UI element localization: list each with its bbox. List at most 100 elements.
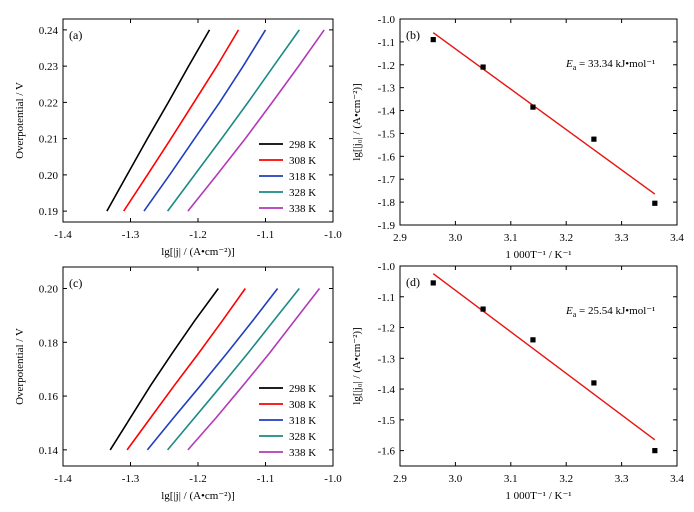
data-point <box>480 64 486 70</box>
legend-label: 318 K <box>289 171 316 183</box>
y-tick-label: -1.3 <box>378 353 396 365</box>
series-line-328K <box>166 29 300 212</box>
panel-label: (b) <box>406 28 420 42</box>
panel-label: (d) <box>406 275 420 289</box>
y-tick-label: 0.23 <box>39 61 59 73</box>
y-axis-title: lg[|j₀| / (A•cm⁻²)] <box>351 83 363 160</box>
y-tick-label: -1.5 <box>378 128 396 140</box>
chart-panel-c: -1.4 -1.3 -1.2 -1.1 -1.0 0.14 0.16 0.18 0.20 lg[|… <box>14 266 342 502</box>
y-tick-label: -1.6 <box>378 446 396 458</box>
y-tick-label: -1.2 <box>378 323 395 335</box>
y-tick-label: -1.7 <box>378 174 396 186</box>
x-tick-label: -1.2 <box>189 473 206 485</box>
x-tick-label: -1.3 <box>122 229 140 241</box>
y-axis-title: Overpotential / V <box>14 328 26 405</box>
series-line-298K <box>109 288 219 451</box>
data-point <box>652 200 658 206</box>
y-tick-label: -1.5 <box>378 415 396 427</box>
series-line-308K <box>123 29 240 212</box>
y-axis-title: lg[|j₀| / (A•cm⁻²)] <box>351 327 363 404</box>
data-point <box>530 337 536 343</box>
series-line-318K <box>143 29 267 212</box>
series-line-338K <box>187 288 321 451</box>
legend-label: 308 K <box>289 399 316 411</box>
y-tick-label: 0.14 <box>39 445 59 457</box>
panel-label: (c) <box>69 276 82 290</box>
x-tick-label: 3.1 <box>504 473 518 485</box>
x-tick-label: 3.2 <box>559 232 573 244</box>
x-tick-label: -1.1 <box>257 473 274 485</box>
x-tick-label: 3.3 <box>615 473 629 485</box>
x-tick-label: 3.1 <box>504 232 518 244</box>
y-tick-label: -1.2 <box>378 60 395 72</box>
legend-label: 338 K <box>289 203 316 215</box>
data-point <box>430 37 436 43</box>
data-point <box>530 104 536 110</box>
y-tick-label: -1.4 <box>378 384 396 396</box>
y-tick-label: -1.0 <box>378 14 396 26</box>
x-tick-label: 3.3 <box>615 232 629 244</box>
x-tick-label: -1.2 <box>189 229 206 241</box>
x-tick-label: -1.0 <box>324 229 342 241</box>
x-tick-label: 3.2 <box>559 473 573 485</box>
y-tick-label: 0.24 <box>39 25 59 37</box>
y-tick-label: -1.9 <box>378 220 396 232</box>
x-tick-label: -1.3 <box>122 473 140 485</box>
data-point <box>430 280 436 286</box>
y-axis-title: Overpotential / V <box>14 82 26 159</box>
x-tick-label: 2.9 <box>393 473 407 485</box>
series-line-308K <box>126 288 246 451</box>
activation-energy-label: Ea = 25.54 kJ•mol⁻¹ <box>565 305 655 319</box>
y-tick-label: 0.19 <box>39 206 59 218</box>
y-tick-label: -1.0 <box>378 261 396 273</box>
chart-panel-d: 2.9 3.0 3.1 3.2 3.3 3.4 -1.6 -1.5 -1.4 -1.3 -1.2 -1… <box>351 261 684 502</box>
activation-energy-label: Ea = 33.34 kJ•mol⁻¹ <box>565 58 655 72</box>
data-point <box>480 306 486 312</box>
data-point <box>652 448 658 454</box>
y-tick-label: 0.18 <box>39 337 59 349</box>
plot-frame <box>399 18 678 226</box>
legend-label: 328 K <box>289 431 316 443</box>
y-tick-label: 0.20 <box>39 170 59 182</box>
y-tick-label: -1.1 <box>378 37 395 49</box>
x-axis-title: lg[|j| / (A•cm⁻²)] <box>161 490 235 502</box>
chart-panel-b: 2.9 3.0 3.1 3.2 3.3 3.4 -1.9 -1.8 -1.7 -1.6 -1.5 -1… <box>351 14 684 261</box>
x-tick-label: -1.1 <box>257 229 274 241</box>
y-tick-label: -1.4 <box>378 106 396 118</box>
legend-label: 318 K <box>289 415 316 427</box>
x-tick-label: 3.0 <box>449 473 463 485</box>
series-line-328K <box>166 288 300 451</box>
y-tick-label: 0.16 <box>39 391 59 403</box>
x-tick-label: -1.0 <box>324 473 342 485</box>
data-point <box>591 380 597 386</box>
legend-label: 328 K <box>289 187 316 199</box>
x-tick-label: -1.4 <box>54 473 72 485</box>
x-tick-label: -1.4 <box>54 229 72 241</box>
x-tick-label: 2.9 <box>393 232 407 244</box>
x-tick-label: 3.0 <box>449 232 463 244</box>
x-tick-label: 3.4 <box>670 232 684 244</box>
y-tick-label: 0.20 <box>39 284 59 296</box>
series-line-298K <box>106 29 211 212</box>
y-tick-label: 0.22 <box>39 97 58 109</box>
legend-label: 338 K <box>289 447 316 459</box>
series-line-318K <box>146 288 279 451</box>
y-tick-label: -1.6 <box>378 151 396 163</box>
series-line-338K <box>187 29 325 212</box>
y-tick-label: -1.1 <box>378 292 395 304</box>
x-axis-title: lg[|j| / (A•cm⁻²)] <box>161 246 235 258</box>
plot-frame <box>399 265 678 467</box>
legend-label: 308 K <box>289 155 316 167</box>
y-tick-label: -1.3 <box>378 83 396 95</box>
panel-label: (a) <box>69 28 82 42</box>
fit-line <box>432 32 656 195</box>
legend-label: 298 K <box>289 383 316 395</box>
x-axis-title: 1 000T⁻¹ / K⁻¹ <box>505 490 571 502</box>
chart-panel-a: -1.4 -1.3 -1.2 -1.1 -1.0 0.19 0.20 0.21 0.22 0.23… <box>14 18 342 258</box>
fit-line <box>432 273 656 441</box>
data-point <box>591 136 597 142</box>
legend-label: 298 K <box>289 139 316 151</box>
x-tick-label: 3.4 <box>670 473 684 485</box>
y-tick-label: -1.8 <box>378 197 396 209</box>
